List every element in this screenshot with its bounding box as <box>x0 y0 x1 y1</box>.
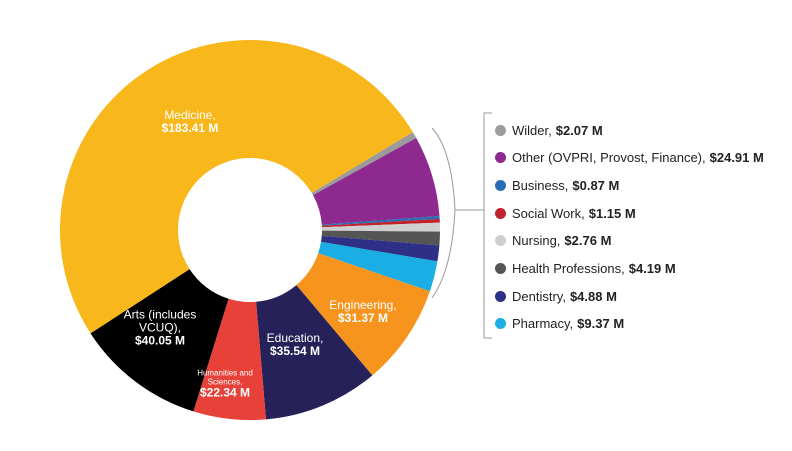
legend-label: Wilder, <box>512 122 552 138</box>
slice <box>321 235 440 262</box>
legend-value: $2.76 M <box>564 233 612 249</box>
legend-label: Other (OVPRI, Provost, Finance), <box>512 150 706 166</box>
slice-name: Engineering, <box>329 298 397 312</box>
legend-marker <box>495 290 506 302</box>
legend-value: $1.15 M <box>588 205 636 221</box>
slice <box>318 241 438 292</box>
legend-item: Nursing, $2.76 M <box>495 231 611 251</box>
legend-label: Health Professions, <box>512 261 625 276</box>
slice-value: $22.34 M <box>199 385 251 400</box>
legend-marker <box>495 179 506 191</box>
slice <box>321 215 440 226</box>
slice <box>90 269 229 412</box>
legend-label: Business, <box>512 177 569 193</box>
slice-value: $183.41 M <box>161 121 219 135</box>
legend-marker <box>495 318 506 330</box>
slice-label: Education, $35.54 M <box>240 332 350 358</box>
slice-value: $40.05 M <box>134 333 186 348</box>
legend-value: $9.37 M <box>577 316 625 332</box>
legend-value: $4.19 M <box>628 261 676 276</box>
legend-item: Health Professions, $4.19 M <box>495 259 676 279</box>
legend-label: Pharmacy, <box>512 316 574 332</box>
legend-marker <box>495 235 506 247</box>
legend-marker <box>495 263 506 274</box>
legend-label: Nursing, <box>512 233 561 249</box>
slice <box>313 138 440 225</box>
legend-item: Wilder, $2.07 M <box>495 120 603 140</box>
legend-value: $0.87 M <box>572 177 620 193</box>
slice-label: Medicine, $183.41 M <box>135 109 245 135</box>
legend-bracket <box>455 112 492 339</box>
slice-value: $31.37 M <box>337 311 389 325</box>
slice <box>193 298 266 420</box>
slice-value: $35.54 M <box>269 344 321 358</box>
legend-label: Dentistry, <box>512 288 566 304</box>
legend-marker <box>495 207 506 219</box>
legend-item: Pharmacy, $9.37 M <box>495 314 624 334</box>
slice <box>296 253 430 376</box>
legend-value: $2.07 M <box>555 122 603 138</box>
slice-name: Humanities and Sciences, <box>197 368 253 387</box>
legend-value: $4.88 M <box>569 288 617 304</box>
legend-item: Business, $0.87 M <box>495 175 619 195</box>
slice-label: Humanities and Sciences, $22.34 M <box>190 369 260 400</box>
legend-value: $24.91 M <box>709 150 764 166</box>
slice <box>60 40 413 334</box>
legend-item: Other (OVPRI, Provost, Finance), $24.91 M <box>495 148 764 168</box>
slice-name: Arts (includes VCUQ), <box>123 307 197 335</box>
slice <box>321 222 440 232</box>
slice <box>311 132 417 196</box>
legend-marker <box>495 124 506 136</box>
slice-label: Engineering, $31.37 M <box>308 299 418 325</box>
legend-item: Social Work, $1.15 M <box>495 203 636 223</box>
slice-name: Medicine, <box>164 108 216 122</box>
slice-name: Education, <box>266 331 324 345</box>
slice-label: Arts (includes VCUQ), $40.05 M <box>113 307 208 348</box>
slice <box>321 218 440 228</box>
slice <box>321 230 440 246</box>
legend-item: Dentistry, $4.88 M <box>495 286 617 306</box>
legend-label: Social Work, <box>512 205 585 221</box>
legend-marker <box>495 152 506 164</box>
slice <box>256 285 373 420</box>
